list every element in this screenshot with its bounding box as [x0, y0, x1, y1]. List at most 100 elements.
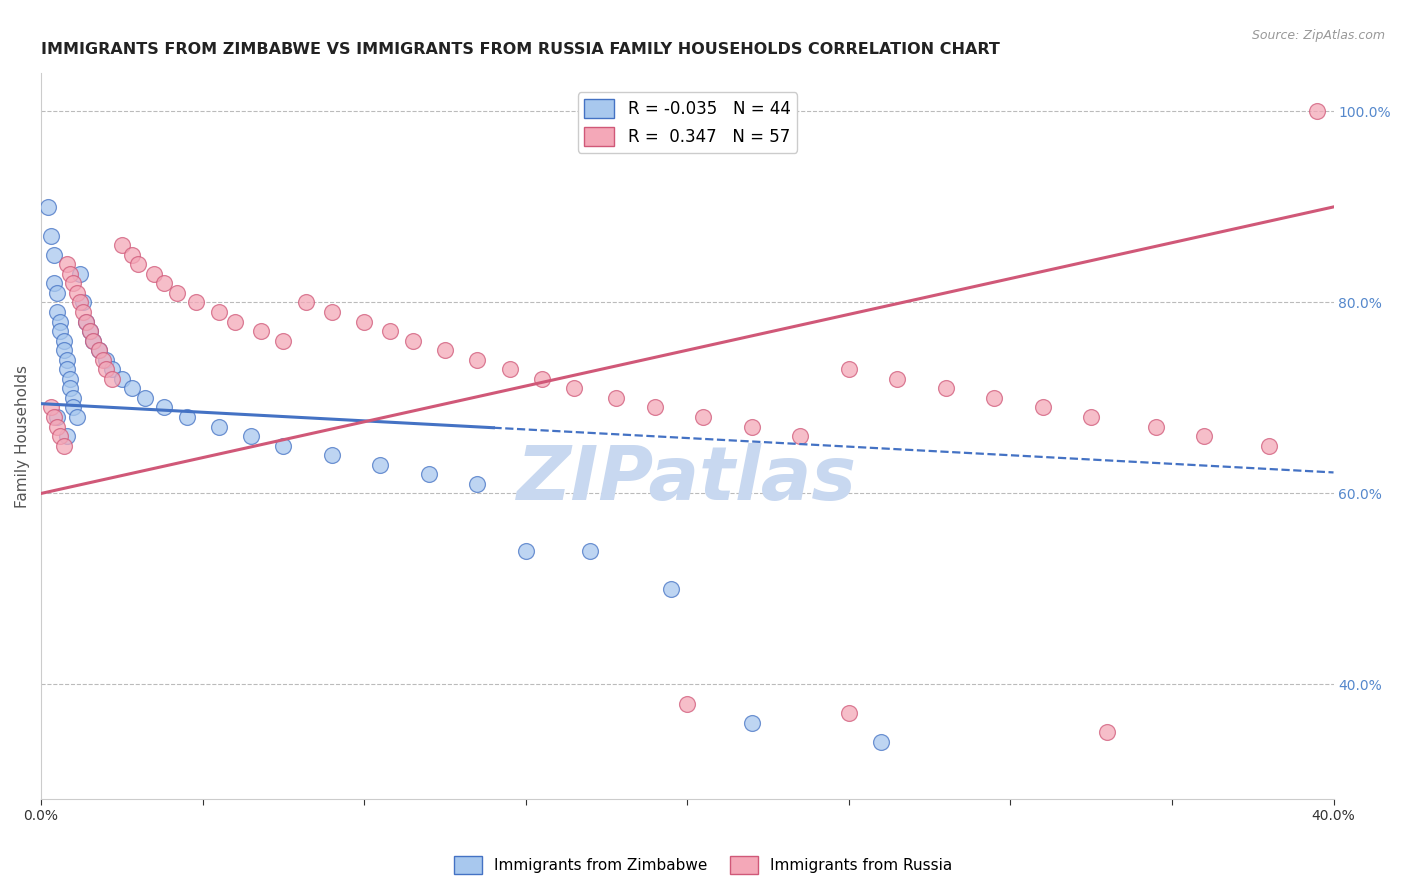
Point [46, 410, 69, 425]
Legend: Immigrants from Zimbabwe, Immigrants from Russia: Immigrants from Zimbabwe, Immigrants fro… [449, 850, 957, 880]
Point [1097, 725, 1119, 739]
Point [39, 228, 62, 243]
Point [111, 372, 134, 386]
Point [498, 362, 520, 376]
Point [605, 391, 627, 405]
Point [186, 295, 208, 310]
Point [273, 334, 295, 348]
Point [111, 238, 134, 252]
Point [1032, 401, 1054, 415]
Point [1257, 439, 1279, 453]
Point [1194, 429, 1216, 443]
Text: ZIPatlas: ZIPatlas [517, 443, 858, 516]
Point [838, 362, 860, 376]
Point [741, 715, 763, 730]
Point [89, 343, 111, 358]
Point [418, 467, 440, 482]
Point [176, 410, 198, 425]
Point [89, 343, 111, 358]
Point [56, 352, 79, 367]
Point [250, 324, 273, 338]
Point [838, 706, 860, 720]
Point [676, 697, 699, 711]
Point [62, 391, 84, 405]
Point [870, 735, 893, 749]
Point [789, 429, 811, 443]
Point [59, 381, 82, 395]
Point [59, 372, 82, 386]
Point [52, 343, 75, 358]
Point [56, 257, 79, 271]
Point [49, 314, 72, 328]
Point [121, 381, 143, 395]
Point [983, 391, 1005, 405]
Point [208, 419, 231, 434]
Point [402, 334, 425, 348]
Point [1080, 410, 1102, 425]
Legend: R = -0.035   N = 44, R =  0.347   N = 57: R = -0.035 N = 44, R = 0.347 N = 57 [578, 93, 797, 153]
Point [56, 362, 79, 376]
Point [49, 324, 72, 338]
Point [579, 543, 602, 558]
Point [79, 324, 101, 338]
Point [82, 334, 104, 348]
Point [52, 334, 75, 348]
Point [465, 476, 488, 491]
Point [166, 285, 188, 300]
Point [121, 248, 143, 262]
Text: Source: ZipAtlas.com: Source: ZipAtlas.com [1251, 29, 1385, 43]
Point [69, 267, 91, 281]
Point [79, 324, 101, 338]
Point [42, 248, 65, 262]
Point [42, 410, 65, 425]
Point [75, 314, 97, 328]
Point [101, 362, 124, 376]
Point [82, 334, 104, 348]
Point [692, 410, 714, 425]
Point [62, 277, 84, 291]
Point [66, 285, 89, 300]
Point [127, 257, 149, 271]
Point [134, 391, 156, 405]
Text: IMMIGRANTS FROM ZIMBABWE VS IMMIGRANTS FROM RUSSIA FAMILY HOUSEHOLDS CORRELATION: IMMIGRANTS FROM ZIMBABWE VS IMMIGRANTS F… [41, 42, 1000, 57]
Point [240, 429, 263, 443]
Point [52, 439, 75, 453]
Point [321, 448, 343, 462]
Point [46, 285, 69, 300]
Point [295, 295, 318, 310]
Point [465, 352, 488, 367]
Point [46, 419, 69, 434]
Point [153, 277, 176, 291]
Point [208, 305, 231, 319]
Point [935, 381, 957, 395]
Point [515, 543, 537, 558]
Point [101, 372, 124, 386]
Point [56, 429, 79, 443]
Point [153, 401, 176, 415]
Point [91, 352, 114, 367]
Point [39, 401, 62, 415]
Point [72, 305, 94, 319]
Point [37, 200, 59, 214]
Point [42, 277, 65, 291]
Point [49, 429, 72, 443]
Point [378, 324, 401, 338]
Point [94, 352, 117, 367]
Point [562, 381, 585, 395]
Point [433, 343, 456, 358]
Point [143, 267, 166, 281]
Point [94, 362, 117, 376]
Point [224, 314, 246, 328]
Point [353, 314, 375, 328]
Point [66, 410, 89, 425]
Point [370, 458, 392, 472]
Point [659, 582, 682, 596]
Point [69, 295, 91, 310]
Point [886, 372, 908, 386]
Y-axis label: Family Households: Family Households [15, 365, 30, 508]
Point [62, 401, 84, 415]
Point [321, 305, 343, 319]
Point [59, 267, 82, 281]
Point [644, 401, 666, 415]
Point [72, 295, 94, 310]
